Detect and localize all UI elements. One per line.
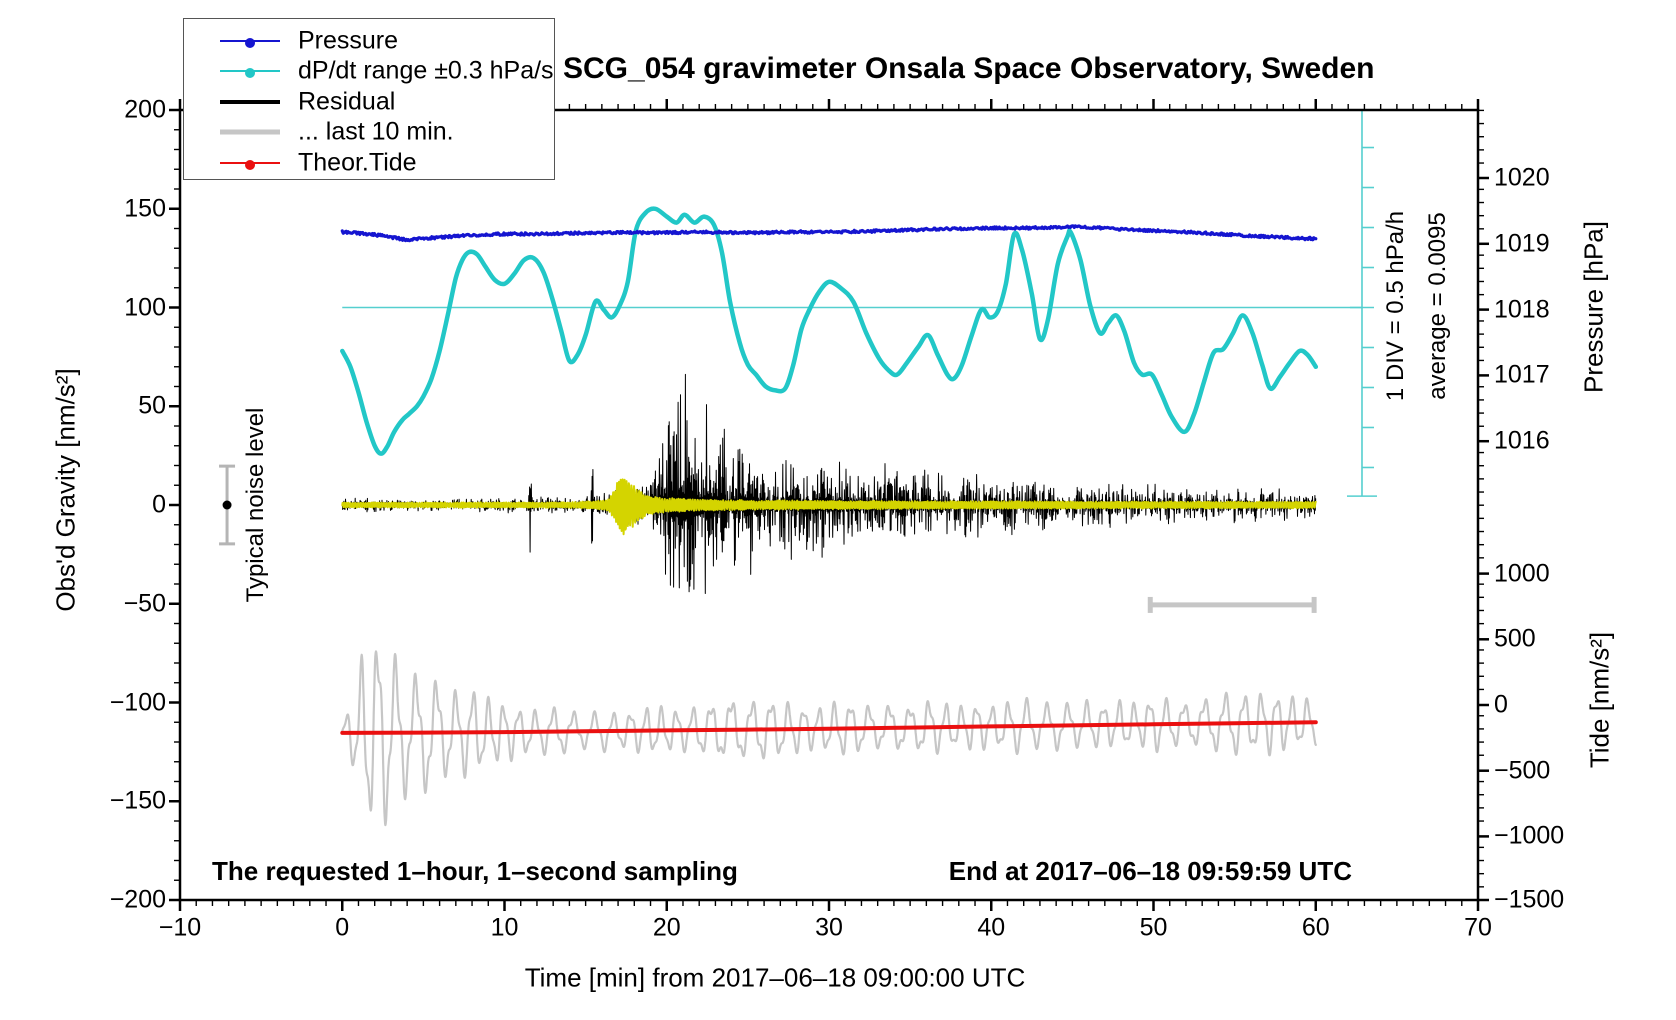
noise-level-label: Typical noise level [242,407,269,603]
time-tick-label: 20 [652,913,681,942]
pressure-axis-title: Pressure [hPa] [1578,221,1609,393]
series-dpdt-line [340,206,1319,456]
pressure-tick-label: 1018 [1494,295,1550,324]
time-tick-label: 50 [1139,913,1168,942]
legend-label-last10: ... last 10 min. [298,117,454,146]
series-residual-line [341,373,1317,594]
tide-tick-label: −500 [1494,756,1551,785]
gravity-tick-label: 150 [124,194,166,223]
time-tick-label: 0 [335,913,350,942]
legend-label-residual: Residual [298,87,396,116]
time-tick-label: −10 [158,913,202,942]
gravity-tick-label: 100 [124,293,166,321]
time-tick-label: 40 [977,913,1006,942]
pressure-tick-label: 1020 [1494,163,1550,192]
page-title: SCG_054 gravimeter Onsala Space Observat… [563,52,1375,85]
time-tick-label: 70 [1464,913,1492,942]
tide-line-swatch [220,160,280,170]
tide-tick-label: 1000 [1494,559,1550,588]
series-tide-line [340,720,1318,735]
average-label: average = 0.0095 [1424,212,1451,400]
tide-tick-label: −1500 [1494,885,1565,914]
tide-dot-icon [245,160,255,170]
legend-item-pressure: Pressure [184,26,554,56]
series-pressure-line [340,224,1318,243]
legend-item-tide: Theor.Tide [184,148,554,178]
gravity-tick-label: −200 [109,885,166,914]
time-tick-label: 10 [490,913,519,942]
legend-item-residual: Residual [184,87,554,117]
gravity-tick-label: 50 [138,391,166,420]
time-tick-label: 30 [815,913,843,942]
dpdt-dot-icon [245,68,255,78]
tide-axis-title: Tide [nm/s²] [1584,631,1615,769]
legend: Pressure dP/dt range ±0.3 hPa/s Residual… [183,18,555,180]
gravity-tick-label: −50 [123,589,166,618]
residual-line-swatch [220,100,280,104]
pressure-tick-label: 1016 [1494,426,1550,455]
gravity-tick-label: −150 [109,786,166,815]
pressure-tick-label: 1017 [1494,360,1550,389]
pressure-tick-label: 1019 [1494,229,1550,258]
time-axis-title: Time [min] from 2017–06–18 09:00:00 UTC [524,962,1026,993]
legend-label-tide: Theor.Tide [298,148,417,177]
gravity-tick-label: 0 [152,490,166,519]
time-tick-label: 60 [1301,913,1330,942]
pressure-dot-icon [245,38,255,48]
last10-line-swatch [220,129,280,135]
end-time-note: End at 2017–06–18 09:59:59 UTC [948,856,1352,886]
pressure-line-swatch [220,38,280,48]
gravity-tick-label: 200 [124,95,166,124]
series-last10-line [341,650,1317,827]
legend-label-pressure: Pressure [298,26,399,55]
tide-tick-label: −1000 [1494,821,1565,850]
series-filtered-line [341,478,1317,536]
tide-tick-label: 0 [1494,690,1508,719]
legend-label-dpdt: dP/dt range ±0.3 hPa/s [298,56,554,85]
tide-tick-label: 500 [1494,624,1536,653]
sampling-note: The requested 1–hour, 1–second sampling [212,856,738,886]
legend-item-dpdt: dP/dt range ±0.3 hPa/s [184,56,554,86]
dpdt-line-swatch [220,68,280,78]
gravity-axis-title: Obs'd Gravity [nm/s²] [50,368,81,612]
div-scale-label: 1 DIV = 0.5 hPa/h [1382,210,1409,402]
noise-level-dot [222,500,232,510]
gravity-tick-label: −100 [109,688,166,716]
legend-item-last10: ... last 10 min. [184,117,554,147]
